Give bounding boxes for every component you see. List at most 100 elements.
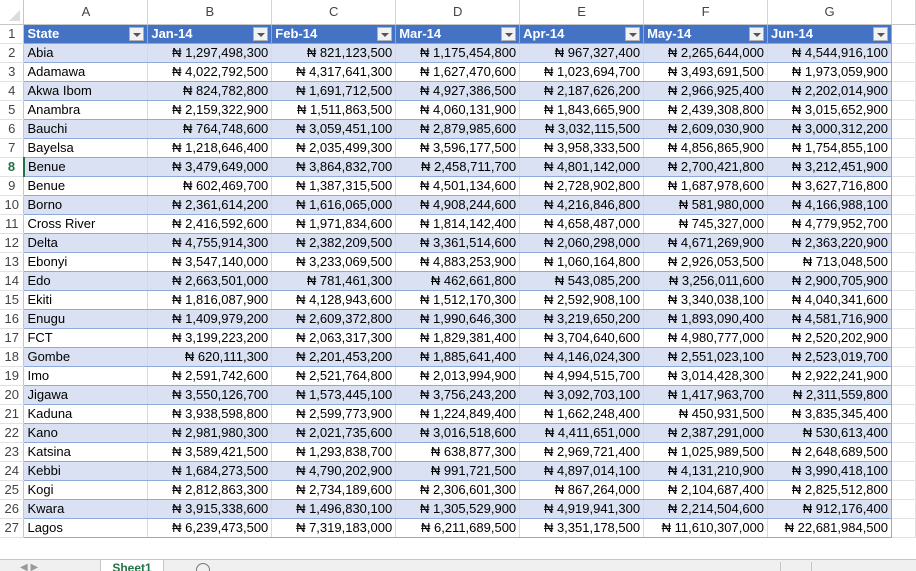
header-cell-jun[interactable]: Jun-14	[767, 24, 892, 44]
row-number[interactable]: 20	[0, 385, 25, 405]
amount-cell[interactable]: ₦ 4,927,386,500	[395, 81, 521, 101]
amount-cell[interactable]: ₦ 4,411,651,000	[519, 423, 645, 443]
row-number[interactable]: 14	[0, 271, 25, 291]
empty-cell[interactable]	[891, 309, 916, 329]
amount-cell[interactable]: ₦ 3,627,716,800	[767, 176, 892, 196]
state-cell[interactable]: Bauchi	[23, 119, 149, 139]
empty-cell[interactable]	[891, 119, 916, 139]
amount-cell[interactable]: ₦ 1,305,529,900	[395, 499, 521, 519]
header-cell-feb[interactable]: Feb-14	[271, 24, 397, 44]
amount-cell[interactable]: ₦ 2,551,023,100	[643, 347, 769, 367]
amount-cell[interactable]: ₦ 1,060,164,800	[519, 252, 645, 272]
amount-cell[interactable]: ₦ 4,060,131,900	[395, 100, 521, 120]
amount-cell[interactable]: ₦ 3,835,345,400	[767, 404, 892, 424]
amount-cell[interactable]: ₦ 4,040,341,600	[767, 290, 892, 310]
empty-cell[interactable]	[891, 423, 916, 443]
amount-cell[interactable]: ₦ 781,461,300	[271, 271, 397, 291]
state-cell[interactable]: Ebonyi	[23, 252, 149, 272]
filter-dropdown-icon[interactable]	[501, 26, 517, 41]
filter-dropdown-icon[interactable]	[129, 26, 145, 41]
amount-cell[interactable]: ₦ 2,187,626,200	[519, 81, 645, 101]
amount-cell[interactable]: ₦ 2,306,601,300	[395, 480, 521, 500]
empty-cell[interactable]	[891, 43, 916, 63]
state-cell[interactable]: Kebbi	[23, 461, 149, 481]
amount-cell[interactable]: ₦ 4,658,487,000	[519, 214, 645, 234]
state-cell[interactable]: Benue	[23, 157, 149, 177]
amount-cell[interactable]: ₦ 4,980,777,000	[643, 328, 769, 348]
amount-cell[interactable]: ₦ 2,021,735,600	[271, 423, 397, 443]
empty-cell[interactable]	[891, 347, 916, 367]
amount-cell[interactable]: ₦ 2,439,308,800	[643, 100, 769, 120]
row-number[interactable]: 25	[0, 480, 25, 500]
amount-cell[interactable]: ₦ 462,661,800	[395, 271, 521, 291]
amount-cell[interactable]: ₦ 2,900,705,900	[767, 271, 892, 291]
amount-cell[interactable]: ₦ 2,523,019,700	[767, 347, 892, 367]
amount-cell[interactable]: ₦ 1,829,381,400	[395, 328, 521, 348]
empty-cell[interactable]	[891, 290, 916, 310]
state-cell[interactable]: Abia	[23, 43, 149, 63]
amount-cell[interactable]: ₦ 4,128,943,600	[271, 290, 397, 310]
amount-cell[interactable]: ₦ 2,013,994,900	[395, 366, 521, 386]
amount-cell[interactable]: ₦ 3,014,428,300	[643, 366, 769, 386]
amount-cell[interactable]: ₦ 602,469,700	[147, 176, 273, 196]
row-number[interactable]: 8	[0, 157, 25, 177]
amount-cell[interactable]: ₦ 1,387,315,500	[271, 176, 397, 196]
amount-cell[interactable]: ₦ 745,327,000	[643, 214, 769, 234]
amount-cell[interactable]: ₦ 2,812,863,300	[147, 480, 273, 500]
amount-cell[interactable]: ₦ 3,059,451,100	[271, 119, 397, 139]
amount-cell[interactable]: ₦ 3,092,703,100	[519, 385, 645, 405]
amount-cell[interactable]: ₦ 4,317,641,300	[271, 62, 397, 82]
column-header-h[interactable]	[891, 0, 916, 25]
add-sheet-plus-icon[interactable]	[196, 563, 210, 571]
amount-cell[interactable]: ₦ 1,990,646,300	[395, 309, 521, 329]
amount-cell[interactable]: ₦ 3,493,691,500	[643, 62, 769, 82]
row-number[interactable]: 24	[0, 461, 25, 481]
empty-cell[interactable]	[891, 518, 916, 538]
amount-cell[interactable]: ₦ 3,016,518,600	[395, 423, 521, 443]
spreadsheet-grid[interactable]: A B C D E F G 1 State Jan-14 Feb-14 Mar-…	[0, 0, 916, 538]
amount-cell[interactable]: ₦ 3,547,140,000	[147, 252, 273, 272]
amount-cell[interactable]: ₦ 3,704,640,600	[519, 328, 645, 348]
amount-cell[interactable]: ₦ 2,063,317,300	[271, 328, 397, 348]
filter-dropdown-icon[interactable]	[625, 26, 641, 41]
header-cell-may[interactable]: May-14	[643, 24, 769, 44]
amount-cell[interactable]: ₦ 3,340,038,100	[643, 290, 769, 310]
state-cell[interactable]: Enugu	[23, 309, 149, 329]
amount-cell[interactable]: ₦ 3,219,650,200	[519, 309, 645, 329]
state-cell[interactable]: Gombe	[23, 347, 149, 367]
amount-cell[interactable]: ₦ 11,610,307,000	[643, 518, 769, 538]
amount-cell[interactable]: ₦ 2,700,421,800	[643, 157, 769, 177]
filter-dropdown-icon[interactable]	[873, 26, 888, 41]
state-cell[interactable]: Jigawa	[23, 385, 149, 405]
amount-cell[interactable]: ₦ 2,609,030,900	[643, 119, 769, 139]
amount-cell[interactable]: ₦ 821,123,500	[271, 43, 397, 63]
amount-cell[interactable]: ₦ 2,382,209,500	[271, 233, 397, 253]
amount-cell[interactable]: ₦ 3,199,223,200	[147, 328, 273, 348]
amount-cell[interactable]: ₦ 1,224,849,400	[395, 404, 521, 424]
amount-cell[interactable]: ₦ 4,131,210,900	[643, 461, 769, 481]
amount-cell[interactable]: ₦ 764,748,600	[147, 119, 273, 139]
amount-cell[interactable]: ₦ 3,212,451,900	[767, 157, 892, 177]
amount-cell[interactable]: ₦ 1,023,694,700	[519, 62, 645, 82]
amount-cell[interactable]: ₦ 1,218,646,400	[147, 138, 273, 158]
state-cell[interactable]: Kwara	[23, 499, 149, 519]
amount-cell[interactable]: ₦ 3,351,178,500	[519, 518, 645, 538]
row-number[interactable]: 11	[0, 214, 25, 234]
amount-cell[interactable]: ₦ 543,085,200	[519, 271, 645, 291]
amount-cell[interactable]: ₦ 1,662,248,400	[519, 404, 645, 424]
amount-cell[interactable]: ₦ 2,663,501,000	[147, 271, 273, 291]
amount-cell[interactable]: ₦ 991,721,500	[395, 461, 521, 481]
amount-cell[interactable]: ₦ 4,856,865,900	[643, 138, 769, 158]
state-cell[interactable]: Imo	[23, 366, 149, 386]
empty-cell[interactable]	[891, 404, 916, 424]
row-number[interactable]: 19	[0, 366, 25, 386]
amount-cell[interactable]: ₦ 3,361,514,600	[395, 233, 521, 253]
state-cell[interactable]: Kogi	[23, 480, 149, 500]
amount-cell[interactable]: ₦ 3,938,598,800	[147, 404, 273, 424]
amount-cell[interactable]: ₦ 3,233,069,500	[271, 252, 397, 272]
row-number[interactable]: 27	[0, 518, 25, 538]
amount-cell[interactable]: ₦ 3,015,652,900	[767, 100, 892, 120]
amount-cell[interactable]: ₦ 1,409,979,200	[147, 309, 273, 329]
row-number[interactable]: 15	[0, 290, 25, 310]
empty-cell[interactable]	[891, 157, 916, 177]
